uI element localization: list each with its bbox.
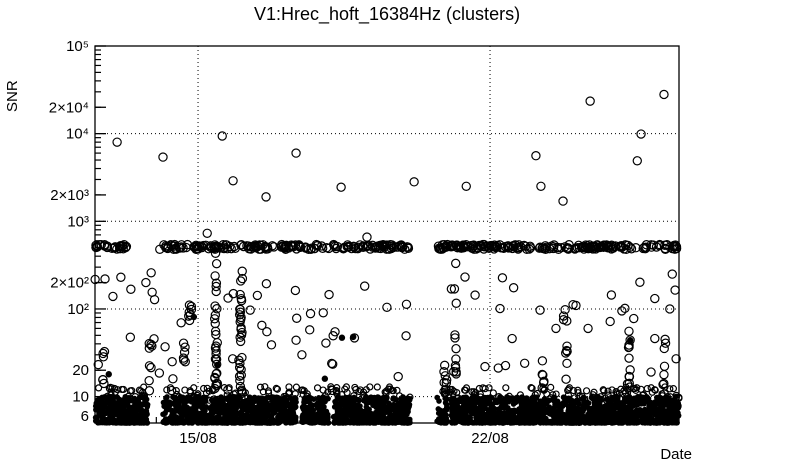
- svg-text:2×10²: 2×10²: [50, 275, 89, 292]
- plot-title: V1:Hrec_hoft_16384Hz (clusters): [253, 4, 521, 24]
- svg-text:10²: 10²: [67, 301, 89, 318]
- svg-text:10⁵: 10⁵: [66, 38, 89, 55]
- svg-text:6: 6: [81, 408, 89, 425]
- svg-text:22/08: 22/08: [471, 430, 509, 447]
- svg-text:10⁴: 10⁴: [66, 126, 89, 143]
- svg-text:10³: 10³: [67, 213, 89, 230]
- svg-text:15/08: 15/08: [179, 430, 217, 447]
- svg-text:2×10⁴: 2×10⁴: [49, 99, 89, 116]
- svg-text:10: 10: [72, 389, 89, 406]
- svg-text:2×10³: 2×10³: [50, 187, 89, 204]
- y-axis-title: SNR: [4, 80, 21, 112]
- svg-text:20: 20: [72, 362, 89, 379]
- x-axis-title: Date: [660, 446, 692, 463]
